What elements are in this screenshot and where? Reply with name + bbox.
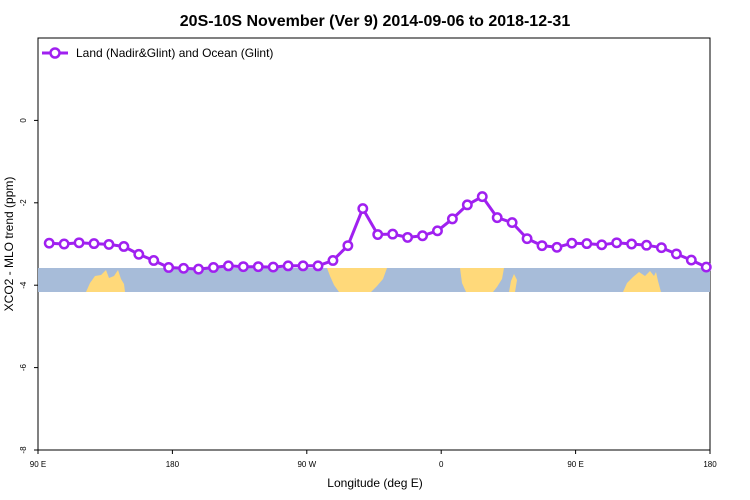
y-tick-label: -4 xyxy=(19,281,28,289)
data-point xyxy=(432,225,443,237)
data-point xyxy=(670,248,682,260)
data-point xyxy=(237,261,249,273)
data-point xyxy=(685,254,697,266)
legend-marker xyxy=(49,47,61,59)
data-point xyxy=(178,262,190,274)
data-point xyxy=(581,238,593,250)
data-point xyxy=(372,229,384,240)
data-point xyxy=(327,255,339,266)
data-point xyxy=(43,237,55,249)
data-point xyxy=(267,261,279,273)
data-point xyxy=(417,230,428,242)
y-tick-label: 0 xyxy=(19,118,28,123)
data-point xyxy=(58,238,70,250)
x-tick-label: 180 xyxy=(166,460,180,469)
land-australia xyxy=(86,270,125,292)
data-point xyxy=(163,262,175,273)
data-point xyxy=(626,238,638,250)
data-point xyxy=(536,240,548,252)
data-point xyxy=(208,262,219,273)
data-point xyxy=(148,255,160,266)
land-australia-repeat xyxy=(623,271,661,292)
data-point xyxy=(402,231,414,243)
land-south-america xyxy=(327,268,387,292)
y-tick-label: -6 xyxy=(19,363,28,371)
data-point xyxy=(312,260,324,272)
data-point xyxy=(521,233,533,245)
chart-title: 20S-10S November (Ver 9) 2014-09-06 to 2… xyxy=(180,13,571,30)
data-point xyxy=(611,237,623,249)
data-point xyxy=(282,260,294,272)
y-tick-label: -2 xyxy=(19,199,28,207)
data-point xyxy=(551,241,563,253)
legend: Land (Nadir&Glint) and Ocean (Glint) xyxy=(42,46,273,60)
data-point xyxy=(297,260,309,272)
data-point xyxy=(357,203,369,215)
data-point xyxy=(387,228,399,240)
data-point xyxy=(342,240,354,252)
x-tick-label: 180 xyxy=(703,460,717,469)
x-axis-label: Longitude (deg E) xyxy=(327,476,422,490)
data-point xyxy=(103,238,115,250)
land-madagascar xyxy=(509,274,517,292)
x-tick-label: 90 W xyxy=(297,460,316,469)
x-tick-label: 90 E xyxy=(567,460,583,469)
data-point xyxy=(133,248,145,260)
data-point xyxy=(476,191,488,203)
axes: 90 E 180 90 W 0 90 E 180 0 -2 -4 -6 -8 xyxy=(19,118,717,469)
x-tick-label: 90 E xyxy=(30,460,46,469)
data-point xyxy=(193,263,204,275)
data-point xyxy=(446,213,458,225)
legend-label: Land (Nadir&Glint) and Ocean (Glint) xyxy=(76,46,273,60)
x-tick-label: 0 xyxy=(439,460,444,469)
data-point xyxy=(656,242,667,254)
data-point xyxy=(252,261,264,273)
data-point xyxy=(88,238,100,250)
y-tick-label: -8 xyxy=(19,446,28,454)
series-layer xyxy=(43,191,712,275)
data-point xyxy=(596,239,608,251)
data-point xyxy=(506,217,518,229)
y-axis-label: XCO2 - MLO trend (ppm) xyxy=(2,177,16,312)
data-point xyxy=(491,212,503,224)
data-point xyxy=(461,199,473,211)
data-point xyxy=(566,237,578,249)
data-point xyxy=(641,239,652,251)
data-point xyxy=(118,241,130,252)
land-africa xyxy=(460,268,504,292)
data-point xyxy=(222,260,234,272)
data-point xyxy=(73,237,85,249)
world-map-strip xyxy=(38,268,710,292)
data-point xyxy=(700,261,712,273)
